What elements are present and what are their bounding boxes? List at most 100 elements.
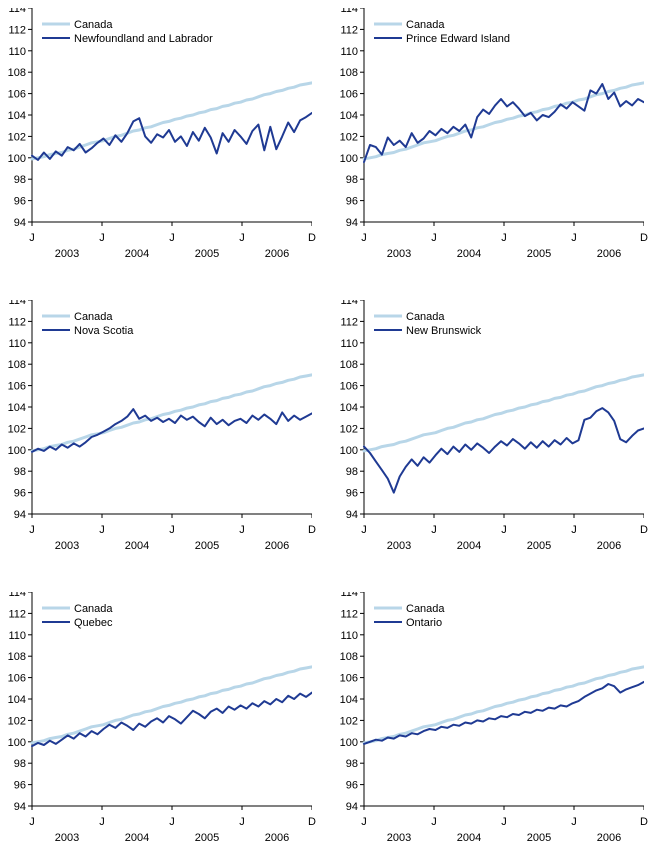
series-province (32, 693, 312, 747)
series-canada (364, 375, 644, 451)
y-tick-label: 110 (340, 46, 358, 58)
x-tick-label: J (571, 816, 577, 828)
x-tick-label: J (29, 816, 35, 828)
legend-province-label: Ontario (406, 617, 442, 629)
series-canada (364, 667, 644, 743)
x-tick-label: J (431, 232, 437, 244)
x-year-label: 2004 (457, 540, 481, 552)
x-tick-label: D (308, 232, 316, 244)
x-year-label: 2005 (195, 832, 219, 844)
y-tick-label: 96 (346, 488, 358, 500)
chart-plot: 949698100102104106108110112114CanadaNew … (340, 300, 644, 520)
y-tick-label: 102 (8, 423, 26, 435)
y-tick-label: 100 (8, 153, 26, 165)
y-tick-label: 104 (8, 110, 26, 122)
y-tick-label: 94 (14, 509, 26, 520)
y-tick-label: 94 (346, 217, 358, 228)
y-tick-label: 102 (340, 715, 358, 727)
x-year-label: 2006 (597, 540, 621, 552)
x-tick-label: J (169, 524, 175, 536)
x-tick-label: J (239, 232, 245, 244)
y-tick-label: 112 (340, 24, 358, 36)
y-tick-label: 96 (14, 488, 26, 500)
y-tick-label: 114 (340, 300, 358, 307)
y-tick-label: 106 (340, 673, 358, 685)
y-tick-label: 106 (340, 381, 358, 393)
x-tick-label: J (361, 524, 367, 536)
y-tick-label: 104 (8, 694, 26, 706)
y-tick-label: 112 (340, 316, 358, 328)
x-tick-label: J (501, 816, 507, 828)
x-axis-labels: JJJJD2003200420052006 (32, 228, 312, 264)
y-tick-label: 112 (340, 608, 358, 620)
y-tick-label: 114 (8, 592, 26, 599)
y-tick-label: 114 (8, 300, 26, 307)
y-tick-label: 106 (8, 89, 26, 101)
x-tick-label: J (239, 524, 245, 536)
chart-plot: 949698100102104106108110112114CanadaNova… (8, 300, 312, 520)
y-tick-label: 112 (8, 24, 26, 36)
x-year-label: 2003 (387, 832, 411, 844)
legend-canada-label: Canada (74, 603, 113, 615)
x-year-label: 2006 (265, 832, 289, 844)
y-tick-label: 98 (346, 466, 358, 478)
x-tick-label: J (431, 816, 437, 828)
x-tick-label: J (361, 232, 367, 244)
chart-panel: 949698100102104106108110112114CanadaQueb… (8, 592, 312, 848)
y-tick-label: 96 (14, 196, 26, 208)
y-tick-label: 94 (14, 217, 26, 228)
y-tick-label: 98 (346, 174, 358, 186)
x-year-label: 2005 (195, 540, 219, 552)
series-canada (32, 375, 312, 451)
x-year-label: 2006 (597, 832, 621, 844)
y-tick-label: 102 (8, 715, 26, 727)
x-tick-label: J (169, 232, 175, 244)
y-tick-label: 106 (8, 673, 26, 685)
x-year-label: 2003 (387, 248, 411, 260)
y-tick-label: 102 (340, 131, 358, 143)
x-axis-labels: JJJJD2003200420052006 (364, 520, 644, 556)
y-tick-label: 96 (346, 196, 358, 208)
y-tick-label: 108 (340, 359, 358, 371)
x-year-label: 2003 (55, 540, 79, 552)
x-tick-label: J (169, 816, 175, 828)
x-tick-label: D (640, 524, 648, 536)
y-tick-label: 96 (14, 780, 26, 792)
chart-panel: 949698100102104106108110112114CanadaNew … (340, 300, 644, 556)
y-tick-label: 108 (8, 67, 26, 79)
chart-panel: 949698100102104106108110112114CanadaOnta… (340, 592, 644, 848)
x-axis-labels: JJJJD2003200420052006 (32, 812, 312, 848)
y-tick-label: 114 (340, 592, 358, 599)
y-tick-label: 110 (8, 338, 26, 350)
series-province (32, 409, 312, 452)
y-tick-label: 98 (346, 758, 358, 770)
y-tick-label: 104 (340, 110, 358, 122)
x-tick-label: J (29, 524, 35, 536)
x-tick-label: J (99, 232, 105, 244)
y-tick-label: 102 (340, 423, 358, 435)
y-tick-label: 94 (346, 801, 358, 812)
x-tick-label: J (501, 524, 507, 536)
y-tick-label: 102 (8, 131, 26, 143)
x-year-label: 2005 (195, 248, 219, 260)
y-tick-label: 100 (340, 445, 358, 457)
chart-panel: 949698100102104106108110112114CanadaNewf… (8, 8, 312, 264)
x-year-label: 2006 (265, 248, 289, 260)
y-tick-label: 112 (8, 608, 26, 620)
chart-plot: 949698100102104106108110112114CanadaOnta… (340, 592, 644, 812)
x-year-label: 2004 (457, 832, 481, 844)
x-year-label: 2003 (55, 248, 79, 260)
x-tick-label: J (99, 524, 105, 536)
x-tick-label: J (571, 232, 577, 244)
y-tick-label: 98 (14, 758, 26, 770)
x-year-label: 2003 (387, 540, 411, 552)
y-tick-label: 106 (340, 89, 358, 101)
x-year-label: 2006 (597, 248, 621, 260)
chart-grid: 949698100102104106108110112114CanadaNewf… (8, 8, 644, 848)
legend-province-label: New Brunswick (406, 325, 482, 337)
y-tick-label: 106 (8, 381, 26, 393)
series-canada (32, 83, 312, 159)
x-tick-label: J (501, 232, 507, 244)
x-year-label: 2004 (125, 832, 149, 844)
chart-plot: 949698100102104106108110112114CanadaPrin… (340, 8, 644, 228)
